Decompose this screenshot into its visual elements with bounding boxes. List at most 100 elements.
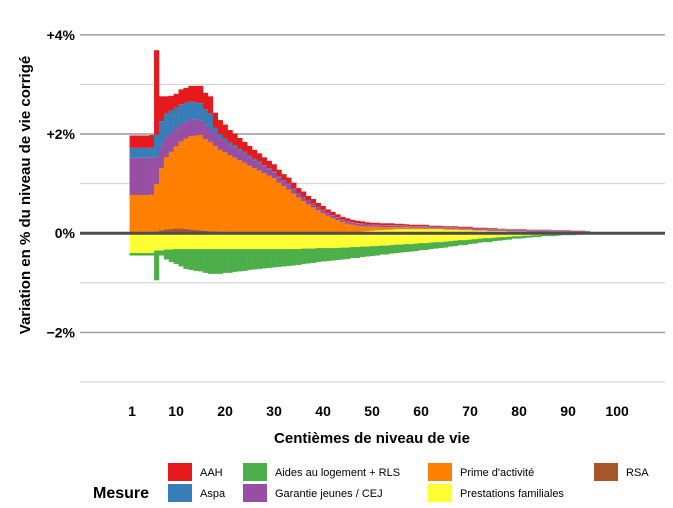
bar-segment [163,157,170,230]
bar-segment [433,233,439,243]
bar-segment [242,233,248,250]
bar-segment [389,225,395,228]
bar-segment [188,85,194,102]
bar-segment [129,147,135,158]
bar-segment [286,184,292,190]
bar-segment [296,193,302,198]
bar-segment [305,204,312,234]
bar-segment [330,218,336,234]
bar-segment [296,249,302,265]
bar-segment [501,237,508,241]
bar-segment [168,151,174,229]
bar-segment [242,162,248,233]
bar-segment [203,138,209,231]
bar-segment [193,135,199,230]
bar-segment [139,233,145,254]
bar-segment [379,227,385,231]
bar-segment [423,226,429,228]
bar-segment [310,233,317,249]
bar-segment [477,227,483,229]
bar-segment [154,233,160,251]
x-axis-title: Centièmes de niveau de vie [274,430,470,447]
bar-segment [173,128,179,147]
bar-segment [286,189,292,234]
bar-segment [266,160,272,169]
bar-segment [443,241,449,248]
bar-segment [438,228,444,230]
bar-segment [149,233,155,254]
bar-segment [217,134,223,138]
bar-segment [232,157,238,233]
bar-segment [188,135,194,230]
bar-segment [452,227,459,229]
bar-segment [198,120,204,135]
bar-segment [403,224,410,226]
bar-segment [134,157,140,196]
bar-segment [325,213,331,216]
bar-segment [261,173,268,233]
bar-segment [242,249,248,271]
bar-segment [438,242,444,249]
bar-segment [467,233,473,240]
bar-segment [305,196,312,201]
bar-segment [144,233,150,254]
bar-segment [330,248,336,261]
x-tick-label: 80 [511,403,527,419]
bar-segment [168,95,174,111]
bar-segment [276,249,282,267]
bar-segment [340,216,346,220]
bar-segment [369,246,375,257]
bar-segment [276,169,282,177]
bar-segment [193,119,199,136]
bar-segment [193,249,199,271]
bar-segment [173,228,179,234]
bar-segment [379,225,385,228]
bar-segment [144,253,150,256]
bar-segment [193,229,199,234]
bar-segment [389,233,395,246]
bar-segment [364,246,370,257]
bar-segment [413,233,419,244]
bar-segment [310,198,317,204]
bar-segment [487,228,493,230]
bar-segment [354,220,361,224]
bar-segment [158,145,165,169]
bar-segment [452,240,459,247]
bar-segment [457,226,464,228]
bar-segment [276,233,282,250]
bar-segment [354,247,361,258]
bar-segment [266,169,272,176]
bar-segment [335,220,341,234]
bar-segment [227,130,233,143]
bar-segment [256,161,263,164]
bar-segment [188,229,194,234]
bar-segment [350,222,356,225]
bar-segment [222,233,228,250]
bar-segment [335,214,341,218]
bar-segment [492,233,498,238]
bar-segment [340,222,346,234]
bar-segment [482,238,488,243]
bar-segment [149,194,155,232]
bar-segment [286,249,292,266]
bar-segment [247,165,253,233]
bar-segment [413,229,419,234]
bar-segment [144,157,150,196]
bar-segment [252,149,258,159]
bar-segment [139,195,145,233]
legend-title: Mesure [93,485,149,502]
bar-segment [457,229,464,231]
bar-segment [389,223,395,226]
bar-segment [305,200,312,205]
bar-segment [394,244,400,254]
bar-segment [448,228,454,230]
bar-segment [438,229,444,234]
bar-segment [506,233,513,237]
bar-segment [198,249,204,272]
legend-swatch [428,463,452,481]
legend: Mesure AAH Aspa Aides au logement + RLS Gar… [93,463,649,502]
bar-segment [315,210,321,234]
bar-segment [452,233,459,241]
bar-segment [482,233,488,239]
